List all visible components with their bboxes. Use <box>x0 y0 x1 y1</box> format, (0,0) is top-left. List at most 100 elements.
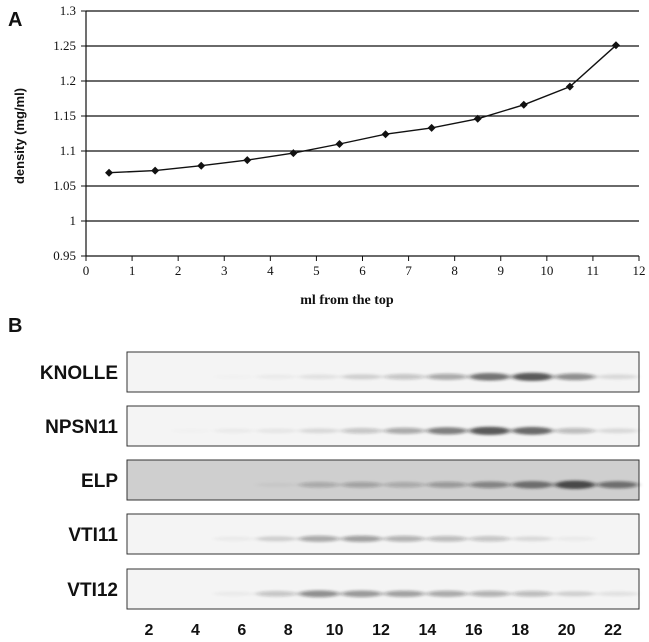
blot-band <box>426 427 468 435</box>
data-point <box>335 140 344 148</box>
lane-label: 18 <box>511 622 529 639</box>
blot-band <box>469 536 511 542</box>
blot-band <box>554 591 596 597</box>
blot-strip <box>126 513 640 555</box>
blot-row-label: NPSN11 <box>45 417 118 438</box>
y-tick-label: 0.95 <box>53 248 76 263</box>
blot-band <box>511 481 553 489</box>
blot-band <box>341 535 383 542</box>
blot-strip <box>126 405 640 447</box>
data-point <box>427 123 436 132</box>
x-tick-label: 8 <box>451 263 458 278</box>
data-point <box>565 82 574 91</box>
blot-band <box>341 428 383 434</box>
panel-b-letter: B <box>8 315 22 337</box>
chart-gridlines <box>86 10 639 222</box>
series-points <box>105 41 620 177</box>
blot-band <box>597 591 639 597</box>
y-tick-label: 1.05 <box>53 178 76 193</box>
blot-band <box>341 590 383 598</box>
blot-band <box>597 428 639 434</box>
y-tick-label: 1.25 <box>53 38 76 53</box>
blot-band <box>554 480 596 489</box>
lane-label: 4 <box>191 622 200 639</box>
blot-strip <box>126 459 640 501</box>
x-tick-label: 10 <box>540 263 553 278</box>
blot-band <box>426 481 468 488</box>
data-point <box>473 114 482 123</box>
lane-label: 2 <box>145 622 154 639</box>
blot-band <box>554 536 596 542</box>
y-tick-label: 1.3 <box>60 3 76 18</box>
y-tick-label: 1 <box>70 213 77 228</box>
blot-row: ELP <box>81 459 640 501</box>
blot-band <box>469 481 511 489</box>
blot-band <box>469 426 511 435</box>
x-tick-label: 2 <box>175 263 182 278</box>
lane-label: 6 <box>237 622 246 639</box>
blot-band <box>511 590 553 597</box>
y-tick-label: 1.2 <box>60 73 76 88</box>
blot-band <box>255 428 297 434</box>
blot-row: VTI11 <box>68 513 640 555</box>
lane-label: 20 <box>558 622 576 639</box>
x-tick-label: 0 <box>83 263 90 278</box>
lane-label: 16 <box>465 622 483 639</box>
blot-band <box>383 374 425 380</box>
blot-band <box>554 373 596 381</box>
x-tick-label: 6 <box>359 263 366 278</box>
blot-band <box>255 374 297 380</box>
blot-strip <box>126 568 640 610</box>
blot-row-label: VTI12 <box>67 580 118 601</box>
blot-band <box>597 481 639 489</box>
blot-band <box>298 590 340 598</box>
blot-band <box>171 429 212 433</box>
x-tick-label: 7 <box>405 263 412 278</box>
data-point <box>519 100 528 109</box>
blot-row: KNOLLE <box>40 351 640 393</box>
blot-band <box>426 590 468 597</box>
chart-axes <box>81 10 640 261</box>
blot-band <box>213 536 255 542</box>
x-tick-label: 11 <box>587 263 600 278</box>
y-tick-labels: 0.95 1 1.05 1.1 1.15 1.2 1.25 1.3 <box>53 3 76 263</box>
lane-labels: 2 4 6 8 10 12 14 16 18 20 22 <box>145 622 622 639</box>
blot-band <box>426 373 468 380</box>
lane-label: 10 <box>326 622 344 639</box>
blot-row-label: ELP <box>81 471 118 492</box>
lane-label: 22 <box>604 622 622 639</box>
y-axis-label: density (mg/ml) <box>12 88 27 184</box>
blot-band <box>469 590 511 597</box>
blot-strip <box>126 351 640 393</box>
data-point <box>105 168 114 177</box>
x-tick-label: 3 <box>221 263 228 278</box>
blot-band <box>341 374 383 380</box>
x-tick-label: 9 <box>498 263 505 278</box>
y-tick-label: 1.15 <box>53 108 76 123</box>
blot-band <box>213 591 255 597</box>
blot-band <box>469 373 511 381</box>
lane-label: 14 <box>419 622 437 639</box>
data-point <box>243 156 252 165</box>
blot-band <box>383 535 425 542</box>
x-axis-label: ml from the top <box>300 293 394 308</box>
blot-band <box>511 372 553 381</box>
blot-band <box>255 591 297 597</box>
blot-row-label: KNOLLE <box>40 363 118 384</box>
blot-band <box>511 536 553 542</box>
data-point <box>381 130 390 139</box>
blot-band <box>298 428 340 434</box>
blot-row: NPSN11 <box>45 405 640 447</box>
blot-band <box>383 482 425 488</box>
series-line <box>108 44 617 174</box>
blot-band <box>341 481 383 488</box>
x-tick-labels: 0 1 2 3 4 5 6 7 8 9 10 11 12 <box>83 263 646 278</box>
data-point <box>151 166 160 175</box>
blot-band <box>255 482 297 488</box>
blot-band <box>213 375 254 379</box>
x-tick-label: 5 <box>313 263 320 278</box>
x-tick-label: 4 <box>267 263 274 278</box>
blot-band <box>255 536 297 542</box>
